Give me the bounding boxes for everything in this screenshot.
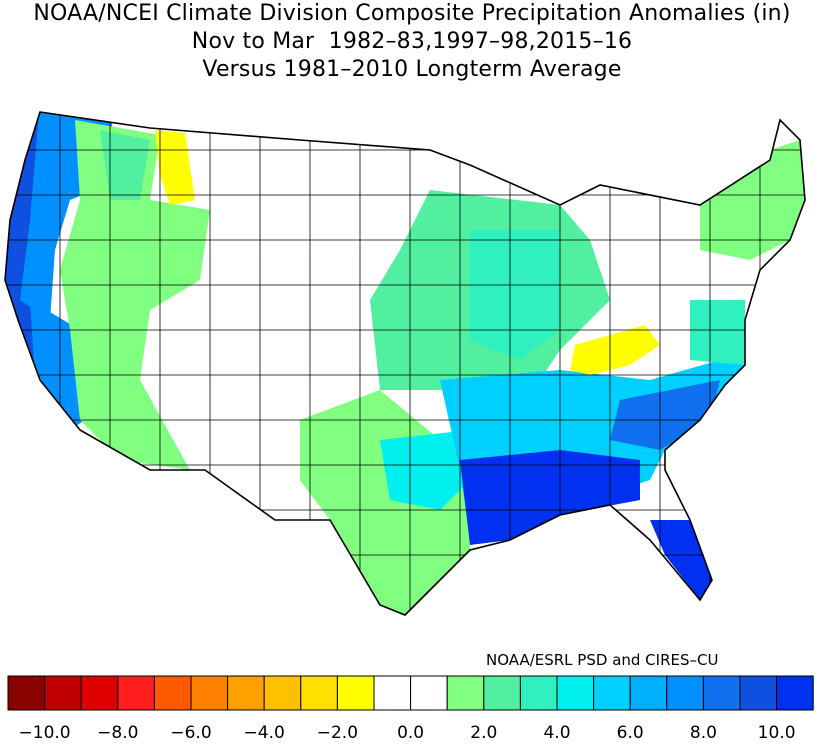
legend-tick-label: −6.0 [170, 723, 211, 743]
legend-swatch [519, 675, 558, 711]
legend-swatch [80, 675, 119, 711]
legend-swatch [44, 675, 82, 711]
legend-tick-label: 10.0 [758, 723, 796, 743]
region-gulf-coast [460, 450, 640, 545]
legend-tick-label: 8.0 [690, 723, 717, 743]
legend-swatch [373, 675, 412, 711]
legend-tick-label: 6.0 [617, 723, 644, 743]
legend-swatch [410, 675, 448, 711]
region-montana-yellow [155, 130, 195, 205]
legend-swatch [593, 675, 631, 711]
legend-swatch [153, 675, 192, 711]
legend-swatch [263, 675, 302, 711]
region-midwest-core [470, 230, 560, 360]
us-climate-division-map [4, 111, 806, 616]
legend-swatch [776, 675, 814, 711]
legend-tick-label: −8.0 [97, 723, 138, 743]
region-cascades [100, 130, 150, 200]
division-boundaries [5, 112, 805, 615]
legend-tick-label: 2.0 [470, 723, 497, 743]
region-carolinas [610, 380, 720, 450]
legend-swatch [666, 675, 704, 711]
legend-tick-label: −10.0 [19, 723, 71, 743]
legend-swatch [446, 675, 485, 711]
legend-swatch [300, 675, 338, 711]
title-line-3: Versus 1981–2010 Longterm Average [202, 57, 622, 82]
region-florida [650, 520, 712, 600]
us-outline [4, 111, 806, 616]
legend-swatch [739, 675, 778, 711]
legend-tick-label: −2.0 [317, 723, 358, 743]
title-block: NOAA/NCEI Climate Division Composite Pre… [0, 0, 824, 84]
legend-swatch [629, 675, 668, 711]
legend-swatch [7, 675, 46, 711]
region-mid-atlantic [690, 300, 745, 365]
legend-swatch [227, 675, 265, 711]
legend-swatch [190, 675, 229, 711]
legend-swatch [483, 675, 521, 711]
region-kentucky-yellow [570, 325, 660, 375]
legend-tick-label: −4.0 [244, 723, 285, 743]
credit-text: NOAA/ESRL PSD and CIRES–CU [486, 651, 719, 669]
region-northeast [700, 140, 805, 260]
title-line-2: Nov to Mar 1982–83,1997–98,2015–16 [191, 29, 633, 54]
region-great-basin [60, 120, 210, 470]
legend-swatch [702, 675, 741, 711]
legend-swatch [556, 675, 595, 711]
legend-tick-label: 0.0 [397, 723, 424, 743]
region-texas-east [380, 430, 480, 510]
legend-swatch [336, 675, 375, 711]
title-line-1: NOAA/NCEI Climate Division Composite Pre… [33, 1, 791, 26]
color-legend: −10.0 −8.0 −6.0 −4.0 −2.0 0.0 2.0 4.0 6.0 8.0 10.0 [7, 675, 814, 743]
legend-swatch [117, 675, 155, 711]
legend-tick-label: 4.0 [543, 723, 570, 743]
